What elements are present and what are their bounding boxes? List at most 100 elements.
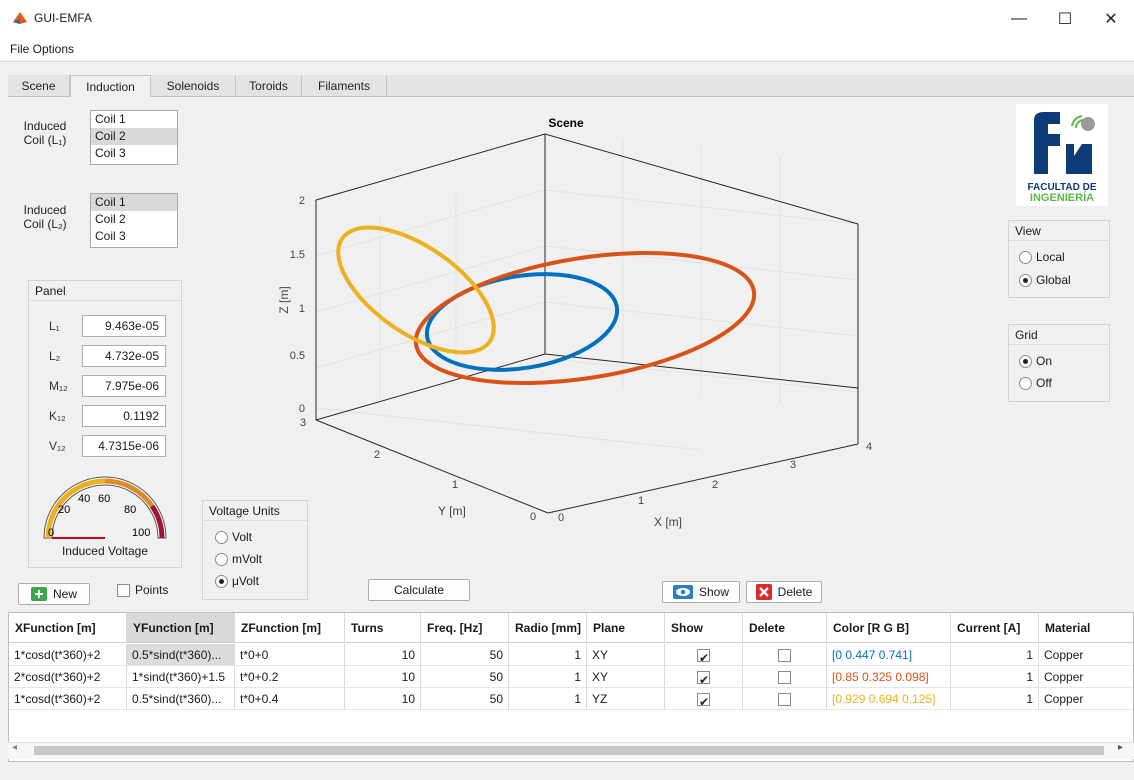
- table-cell[interactable]: 1*sind(t*360)+1.5: [127, 666, 235, 688]
- x-tick: 3: [790, 459, 796, 471]
- view-divider: [1009, 240, 1109, 241]
- k12-field[interactable]: 0.1192: [82, 405, 166, 427]
- induced-coil-l1-list[interactable]: Coil 1 Coil 2 Coil 3: [90, 110, 178, 165]
- show-button[interactable]: Show: [662, 581, 740, 603]
- table-cell[interactable]: 1: [951, 644, 1039, 666]
- voltage-units-divider: [203, 520, 307, 521]
- col-header-xfunction[interactable]: XFunction [m]: [9, 613, 127, 643]
- calculate-button[interactable]: Calculate: [368, 579, 470, 601]
- table-cell[interactable]: 1: [951, 666, 1039, 688]
- gauge-tick: 40: [78, 493, 90, 505]
- tab-solenoids[interactable]: Solenoids: [151, 75, 236, 97]
- table-cell[interactable]: 1: [509, 666, 587, 688]
- radio-local[interactable]: [1019, 251, 1032, 264]
- list-item[interactable]: Coil 3: [95, 229, 126, 243]
- radio-uvolt[interactable]: [215, 575, 228, 588]
- delete-button[interactable]: Delete: [746, 581, 822, 603]
- eye-icon: [672, 585, 693, 599]
- table-cell[interactable]: t*0+0: [235, 644, 345, 666]
- col-header-turns[interactable]: Turns: [345, 613, 421, 643]
- induced-coil-l2-label-line2: Coil (L₂): [23, 217, 67, 231]
- table-cell[interactable]: 10: [345, 644, 421, 666]
- table-cell[interactable]: Copper: [1039, 644, 1133, 666]
- table-cell[interactable]: YZ: [587, 688, 665, 710]
- radio-volt[interactable]: [215, 531, 228, 544]
- list-item[interactable]: Coil 1: [95, 112, 126, 126]
- table-cell[interactable]: 50: [421, 666, 509, 688]
- col-header-zfunction[interactable]: ZFunction [m]: [235, 613, 345, 643]
- table-cell[interactable]: t*0+0.4: [235, 688, 345, 710]
- table-cell[interactable]: 10: [345, 666, 421, 688]
- delete-x-icon: [755, 584, 772, 600]
- scrollbar-thumb[interactable]: [34, 746, 1104, 755]
- induced-coil-l2-list[interactable]: Coil 1 Coil 2 Coil 3: [90, 193, 178, 248]
- color-cell[interactable]: [0.929 0.694 0.125]: [827, 688, 951, 710]
- col-header-show[interactable]: Show: [665, 613, 743, 643]
- radio-mvolt[interactable]: [215, 553, 228, 566]
- show-checkbox[interactable]: [697, 691, 710, 709]
- list-item-selected[interactable]: Coil 1: [91, 194, 177, 211]
- minimize-button[interactable]: —: [1011, 10, 1027, 27]
- table-cell[interactable]: 0.5*sind(t*360)...: [127, 644, 235, 666]
- new-button[interactable]: New: [18, 583, 90, 605]
- tab-induction[interactable]: Induction: [70, 75, 151, 98]
- table-cell[interactable]: Copper: [1039, 688, 1133, 710]
- m12-field[interactable]: 7.975e-06: [82, 375, 166, 397]
- v12-field[interactable]: 4.7315e-06: [82, 435, 166, 457]
- m12-label: M₁₂: [49, 379, 68, 393]
- tab-filaments[interactable]: Filaments: [302, 75, 387, 97]
- col-header-material[interactable]: Material: [1039, 613, 1133, 643]
- close-button[interactable]: ✕: [1104, 11, 1118, 28]
- radio-global[interactable]: [1019, 274, 1032, 287]
- table-cell[interactable]: 2*cosd(t*360)+2: [9, 666, 127, 688]
- menu-file-options[interactable]: File Options: [10, 42, 75, 56]
- list-item-selected[interactable]: Coil 2: [91, 128, 177, 145]
- table-cell[interactable]: XY: [587, 644, 665, 666]
- table-cell[interactable]: 50: [421, 644, 509, 666]
- list-item[interactable]: Coil 2: [95, 212, 126, 226]
- points-checkbox[interactable]: [117, 584, 130, 597]
- scroll-right-arrow-icon[interactable]: ▸: [1118, 742, 1124, 753]
- l1-field[interactable]: 9.463e-05: [82, 315, 166, 337]
- maximize-button[interactable]: ☐: [1057, 11, 1073, 28]
- color-cell[interactable]: [0.85 0.325 0.098]: [827, 666, 951, 688]
- col-header-yfunction[interactable]: YFunction [m]: [127, 613, 235, 643]
- table-cell[interactable]: Copper: [1039, 666, 1133, 688]
- radio-grid-off[interactable]: [1019, 377, 1032, 390]
- table-cell[interactable]: 0.5*sind(t*360)...: [127, 688, 235, 710]
- col-header-radio[interactable]: Radio [mm]: [509, 613, 587, 643]
- table-cell[interactable]: 50: [421, 688, 509, 710]
- table-cell[interactable]: XY: [587, 666, 665, 688]
- scroll-left-arrow-icon[interactable]: ◂: [12, 742, 18, 753]
- table-cell[interactable]: 1: [951, 688, 1039, 710]
- col-header-delete[interactable]: Delete: [743, 613, 827, 643]
- delete-checkbox[interactable]: [778, 693, 791, 707]
- table-cell[interactable]: 1: [509, 644, 587, 666]
- table-cell[interactable]: t*0+0.2: [235, 666, 345, 688]
- col-header-color[interactable]: Color [R G B]: [827, 613, 951, 643]
- show-checkbox[interactable]: [697, 647, 710, 665]
- table-cell[interactable]: 1: [509, 688, 587, 710]
- table-cell[interactable]: 1*cosd(t*360)+2: [9, 644, 127, 666]
- table-cell[interactable]: 10: [345, 688, 421, 710]
- table-cell[interactable]: 1*cosd(t*360)+2: [9, 688, 127, 710]
- tab-toroids[interactable]: Toroids: [236, 75, 302, 97]
- list-item[interactable]: Coil 3: [95, 146, 126, 160]
- delete-checkbox[interactable]: [778, 671, 791, 685]
- coil-2-trace: [413, 250, 757, 386]
- show-checkbox[interactable]: [697, 669, 710, 687]
- l2-field[interactable]: 4.732e-05: [82, 345, 166, 367]
- induced-coil-l1-label-line2: Coil (L₁): [23, 133, 67, 147]
- radio-grid-on[interactable]: [1019, 355, 1032, 368]
- tab-scene[interactable]: Scene: [8, 75, 70, 97]
- x-tick: 0: [558, 512, 564, 524]
- calculate-button-label: Calculate: [393, 583, 445, 597]
- y-tick: 0: [530, 511, 536, 523]
- col-header-current[interactable]: Current [A]: [951, 613, 1039, 643]
- color-cell[interactable]: [0 0.447 0.741]: [827, 644, 951, 666]
- col-header-plane[interactable]: Plane: [587, 613, 665, 643]
- scene-plot[interactable]: Scene Z [m] 2 1.5 1 0.5 0 3 2 1 0 Y [m] …: [260, 110, 900, 540]
- plus-icon: [30, 587, 47, 601]
- delete-checkbox[interactable]: [778, 649, 791, 663]
- col-header-freq[interactable]: Freq. [Hz]: [421, 613, 509, 643]
